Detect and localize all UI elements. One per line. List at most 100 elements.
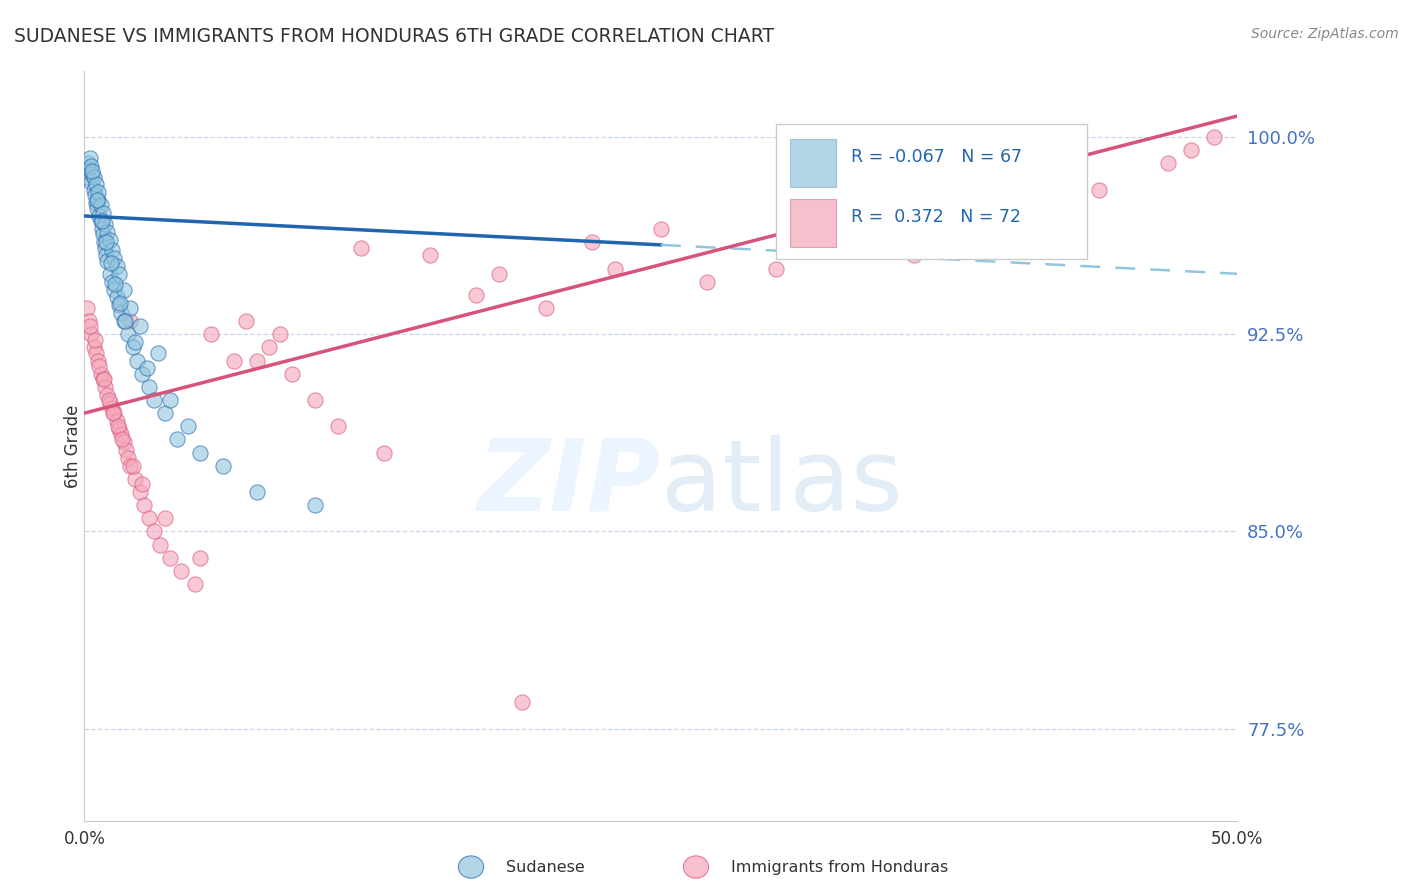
Point [83,188,105,202]
Point [83,169,105,184]
Point [534,301,557,315]
Point [100,256,122,270]
Point [117,450,139,465]
Point [103,406,124,420]
Text: atlas: atlas [661,435,903,532]
Point [138,511,160,525]
Point [131,367,153,381]
Point [512,695,534,709]
Text: Source: ZipAtlas.com: Source: ZipAtlas.com [1251,27,1399,41]
Point [128,319,150,334]
Point [89,198,111,212]
Point [128,485,150,500]
Point [112,435,135,450]
Point [765,261,787,276]
Point [82,167,104,181]
Point [304,498,326,512]
Point [83,333,105,347]
Point [91,227,114,242]
Point [235,314,257,328]
Point [91,206,114,220]
Y-axis label: 6th Grade: 6th Grade [65,404,82,488]
Point [89,367,111,381]
Point [188,550,211,565]
Point [350,240,373,254]
Point [93,372,115,386]
Point [121,458,143,473]
Point [304,392,326,407]
Point [142,392,165,407]
Point [326,419,349,434]
Point [87,353,110,368]
Point [89,359,111,373]
Point [159,550,181,565]
Point [80,175,103,189]
Point [170,564,193,578]
Point [107,419,129,434]
Point [650,222,672,236]
Point [134,498,156,512]
Point [94,240,117,254]
Point [76,169,98,184]
Point [120,301,142,315]
Point [96,225,118,239]
Point [188,445,211,459]
Point [115,442,138,457]
Point [246,485,269,500]
Point [246,353,269,368]
Point [90,214,112,228]
Point [76,156,98,170]
Point [96,388,118,402]
Point [373,445,395,459]
Point [84,178,107,192]
Point [96,235,118,250]
Point [121,340,143,354]
Point [108,298,131,312]
Point [120,314,142,328]
Point [166,433,188,447]
Text: SUDANESE VS IMMIGRANTS FROM HONDURAS 6TH GRADE CORRELATION CHART: SUDANESE VS IMMIGRANTS FROM HONDURAS 6TH… [14,27,775,45]
Point [127,353,149,368]
Point [77,314,100,328]
Point [149,538,172,552]
Point [82,164,104,178]
Point [117,327,139,342]
Point [90,222,112,236]
Point [108,295,131,310]
Point [903,248,925,262]
Point [84,195,107,210]
Point [80,327,103,342]
Point [108,267,131,281]
Text: Sudanese: Sudanese [506,860,585,874]
Point [105,290,128,304]
Text: R = -0.067   N = 67: R = -0.067 N = 67 [851,148,1022,166]
Point [224,353,246,368]
Point [159,392,181,407]
Point [120,458,142,473]
Point [80,159,103,173]
Text: Immigrants from Honduras: Immigrants from Honduras [731,860,949,874]
Point [110,427,132,442]
Point [98,395,121,409]
Point [87,186,110,200]
Point [200,327,222,342]
Point [142,524,165,539]
Point [995,209,1018,223]
Point [112,283,135,297]
Point [696,275,718,289]
Point [488,267,510,281]
Point [269,327,291,342]
Point [86,201,108,215]
Point [177,419,200,434]
Point [77,161,100,176]
Text: ZIP: ZIP [478,435,661,532]
Point [103,251,125,265]
Point [184,577,207,591]
Point [465,288,488,302]
Point [76,301,98,315]
Point [124,335,146,350]
Point [98,267,121,281]
Point [96,253,118,268]
Point [114,314,136,328]
Point [153,406,176,420]
